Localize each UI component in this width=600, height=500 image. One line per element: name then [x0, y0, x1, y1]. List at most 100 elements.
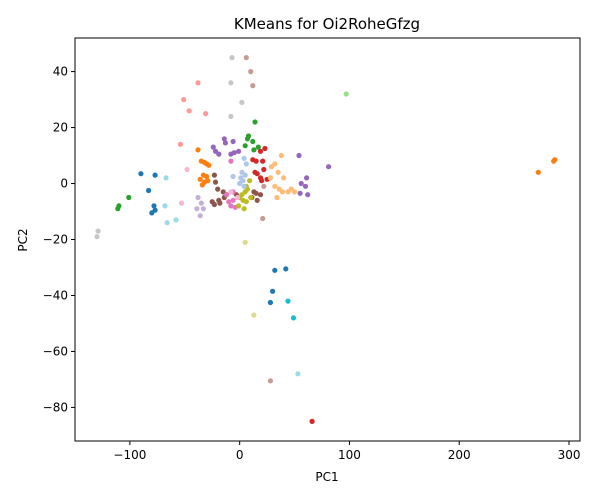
cluster-1 — [195, 147, 558, 188]
cluster-2 — [115, 119, 261, 212]
data-point — [275, 169, 281, 175]
data-point — [245, 133, 252, 139]
data-point — [292, 189, 298, 195]
data-point — [309, 418, 315, 424]
cluster-3 — [250, 145, 315, 424]
data-point — [272, 267, 278, 273]
data-point — [253, 190, 259, 196]
chart-title: KMeans for Oi2RoheGfzg — [234, 15, 420, 33]
data-point — [262, 145, 268, 152]
data-point — [186, 108, 192, 114]
data-point — [173, 217, 179, 223]
data-point — [274, 194, 280, 201]
data-point — [253, 158, 259, 164]
x-tick-label: 200 — [448, 448, 471, 462]
data-point — [164, 220, 170, 226]
data-point — [152, 207, 158, 213]
data-point — [231, 150, 237, 156]
data-point — [194, 206, 200, 212]
data-point — [239, 99, 245, 105]
data-point — [252, 119, 258, 125]
data-point — [268, 164, 275, 170]
data-point — [243, 55, 249, 61]
data-point — [283, 266, 289, 272]
cluster-15 — [178, 166, 241, 206]
y-tick-label: −60 — [43, 344, 68, 358]
data-point — [115, 206, 121, 212]
data-point — [163, 175, 169, 181]
data-point — [254, 197, 260, 203]
data-point — [138, 171, 144, 177]
ticks-layer: −100 0 100 200 300 −80 −60 −40 −20 0 20 40 — [43, 65, 581, 462]
data-point — [200, 206, 206, 212]
data-point — [228, 158, 234, 164]
data-point — [95, 228, 101, 234]
data-point — [261, 166, 267, 173]
data-point — [281, 175, 287, 181]
data-point — [248, 69, 254, 75]
data-point — [205, 178, 211, 184]
data-point — [243, 199, 249, 205]
cluster-18 — [162, 175, 301, 377]
data-point — [304, 175, 310, 181]
data-point — [261, 183, 267, 189]
data-point — [204, 173, 210, 180]
data-point — [257, 148, 264, 154]
y-tick-label: −80 — [43, 400, 68, 414]
data-point — [241, 183, 247, 189]
data-point — [326, 164, 332, 170]
data-point — [250, 83, 256, 89]
data-point — [298, 180, 304, 187]
data-point — [272, 183, 278, 189]
data-point — [211, 172, 217, 178]
data-point — [255, 144, 261, 150]
data-point — [343, 91, 349, 97]
data-point — [279, 189, 286, 195]
data-point — [126, 194, 132, 201]
data-point — [252, 169, 258, 175]
data-point — [199, 182, 205, 188]
data-point — [551, 158, 557, 164]
data-point — [195, 147, 201, 153]
cluster-13 — [194, 194, 206, 219]
data-point — [223, 192, 230, 198]
cluster-4 — [210, 136, 332, 198]
data-point — [216, 151, 222, 157]
data-point — [251, 147, 257, 153]
data-point — [241, 206, 247, 212]
cluster-5 — [209, 172, 264, 208]
cluster-7 — [236, 178, 254, 212]
data-point — [217, 200, 223, 206]
data-point — [267, 299, 273, 306]
data-point — [151, 203, 157, 209]
data-point — [152, 172, 158, 178]
data-point — [267, 175, 273, 181]
y-tick-label: −20 — [43, 233, 68, 247]
data-point — [260, 158, 266, 164]
data-point — [295, 371, 301, 377]
data-point — [259, 178, 265, 184]
x-axis-label: PC1 — [315, 470, 338, 484]
data-point — [197, 176, 203, 182]
data-point — [226, 199, 232, 205]
data-point — [94, 234, 100, 240]
data-point — [267, 378, 273, 384]
y-tick-label: 0 — [60, 177, 68, 191]
data-point — [228, 80, 234, 86]
data-point — [146, 187, 152, 194]
data-point — [257, 192, 264, 198]
data-point — [285, 298, 291, 304]
cluster-9 — [230, 155, 249, 189]
data-point — [206, 162, 212, 168]
data-point — [242, 239, 248, 245]
cluster-8 — [285, 298, 297, 321]
data-point — [230, 197, 236, 203]
data-point — [178, 200, 185, 206]
data-point — [195, 194, 201, 201]
y-axis-label: PC2 — [16, 228, 30, 251]
x-tick-label: 0 — [236, 448, 244, 462]
data-point — [234, 194, 241, 201]
data-point — [198, 200, 204, 206]
data-point — [297, 190, 303, 196]
